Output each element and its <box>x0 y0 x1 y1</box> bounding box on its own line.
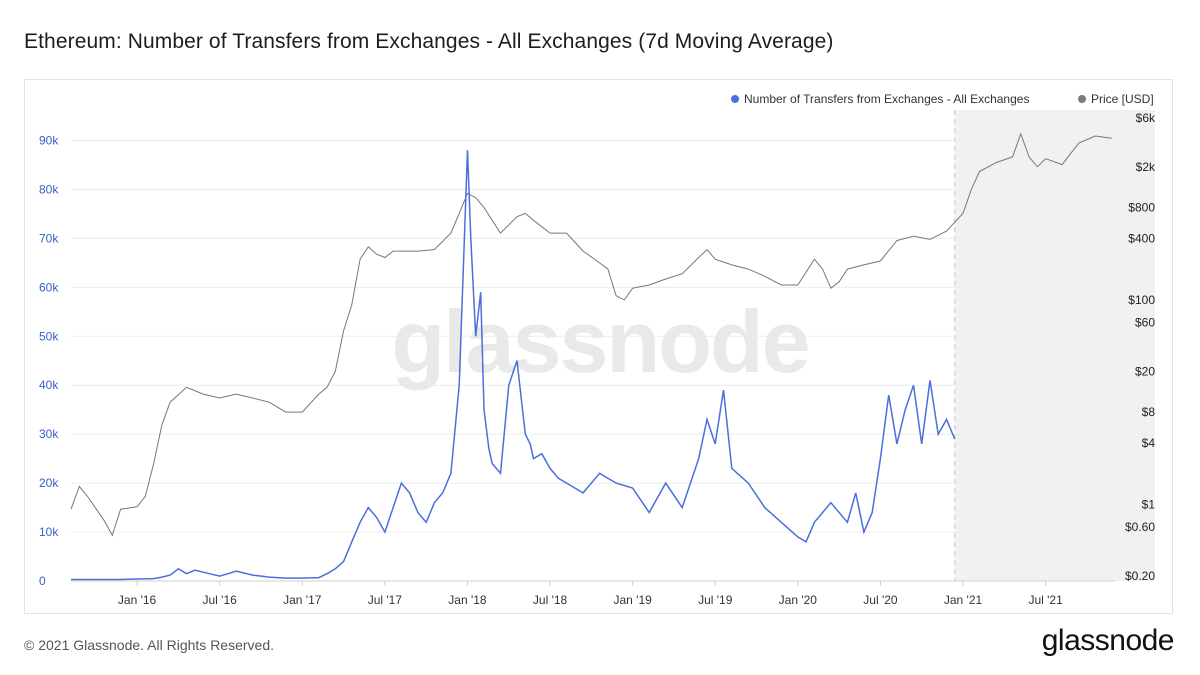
y-left-tick-label: 70k <box>39 231 59 245</box>
watermark-text: glassnode <box>391 292 808 391</box>
y-left-tick-label: 20k <box>39 476 59 490</box>
y-right-tick-label: $4 <box>1142 436 1156 450</box>
y-right-tick-label: $6k <box>1136 111 1156 125</box>
x-tick-label: Jul '20 <box>863 593 898 607</box>
legend-dot-transfers <box>731 95 739 103</box>
grid-lines <box>71 139 1115 533</box>
y-right-tick-label: $20 <box>1135 364 1155 378</box>
right-axis: $0.20 $0.60 $1 $4 $8 $20 $60 $100 $400 $800 $2k $6k <box>1125 111 1156 583</box>
chart-svg: glassnode 0 10k 20k 30k 40k 50k 60k 70k 80k 90k $… <box>39 92 1156 607</box>
transfers-series-line <box>71 150 956 581</box>
chart-panel: glassnode 0 10k 20k 30k 40k 50k 60k 70k 80k 90k $… <box>24 79 1173 614</box>
y-right-tick-label: $800 <box>1128 201 1155 215</box>
y-left-tick-label: 80k <box>39 182 59 196</box>
footer-logo[interactable]: glassnode <box>1041 624 1175 657</box>
x-tick-label: Jan '19 <box>613 593 652 607</box>
footer-copyright: © 2021 Glassnode. All Rights Reserved. <box>24 637 275 653</box>
y-left-tick-label: 30k <box>39 427 59 441</box>
x-tick-label: Jul '21 <box>1028 593 1063 607</box>
y-left-tick-label: 10k <box>39 525 59 539</box>
y-left-tick-label: 90k <box>39 133 59 147</box>
x-tick-label: Jul '17 <box>368 593 403 607</box>
y-right-tick-label: $400 <box>1128 231 1155 245</box>
y-left-tick-label: 60k <box>39 280 59 294</box>
projection-shade-region <box>954 110 1155 581</box>
x-tick-label: Jul '18 <box>533 593 568 607</box>
y-right-tick-label: $100 <box>1128 293 1155 307</box>
y-right-tick-label: $0.60 <box>1125 520 1155 534</box>
price-series-line <box>70 132 1112 537</box>
x-axis: Jan '16 Jul '16 Jan '17 Jul '17 Jan '18 Jul '… <box>71 580 1115 607</box>
y-right-tick-label: $0.20 <box>1125 569 1155 583</box>
x-tick-label: Jul '16 <box>203 593 238 607</box>
x-tick-label: Jan '21 <box>944 593 983 607</box>
y-right-tick-label: $1 <box>1142 497 1156 511</box>
y-right-tick-label: $8 <box>1142 405 1156 419</box>
legend-label-transfers[interactable]: Number of Transfers from Exchanges - All… <box>744 92 1029 106</box>
x-tick-label: Jan '17 <box>283 593 322 607</box>
x-tick-label: Jan '16 <box>118 593 157 607</box>
x-tick-label: Jan '20 <box>779 593 818 607</box>
x-tick-label: Jan '18 <box>448 593 487 607</box>
y-left-tick-label: 0 <box>39 574 46 588</box>
left-axis: 0 10k 20k 30k 40k 50k 60k 70k 80k 90k <box>39 133 59 588</box>
y-right-tick-label: $2k <box>1136 160 1156 174</box>
page-title: Ethereum: Number of Transfers from Excha… <box>24 30 834 53</box>
y-left-tick-label: 40k <box>39 378 59 392</box>
y-left-tick-label: 50k <box>39 329 59 343</box>
legend-dot-price <box>1078 95 1086 103</box>
y-right-tick-label: $60 <box>1135 316 1155 330</box>
legend-label-price[interactable]: Price [USD] <box>1091 92 1154 106</box>
legend[interactable]: Number of Transfers from Exchanges - All… <box>731 92 1154 106</box>
x-tick-label: Jul '19 <box>698 593 733 607</box>
